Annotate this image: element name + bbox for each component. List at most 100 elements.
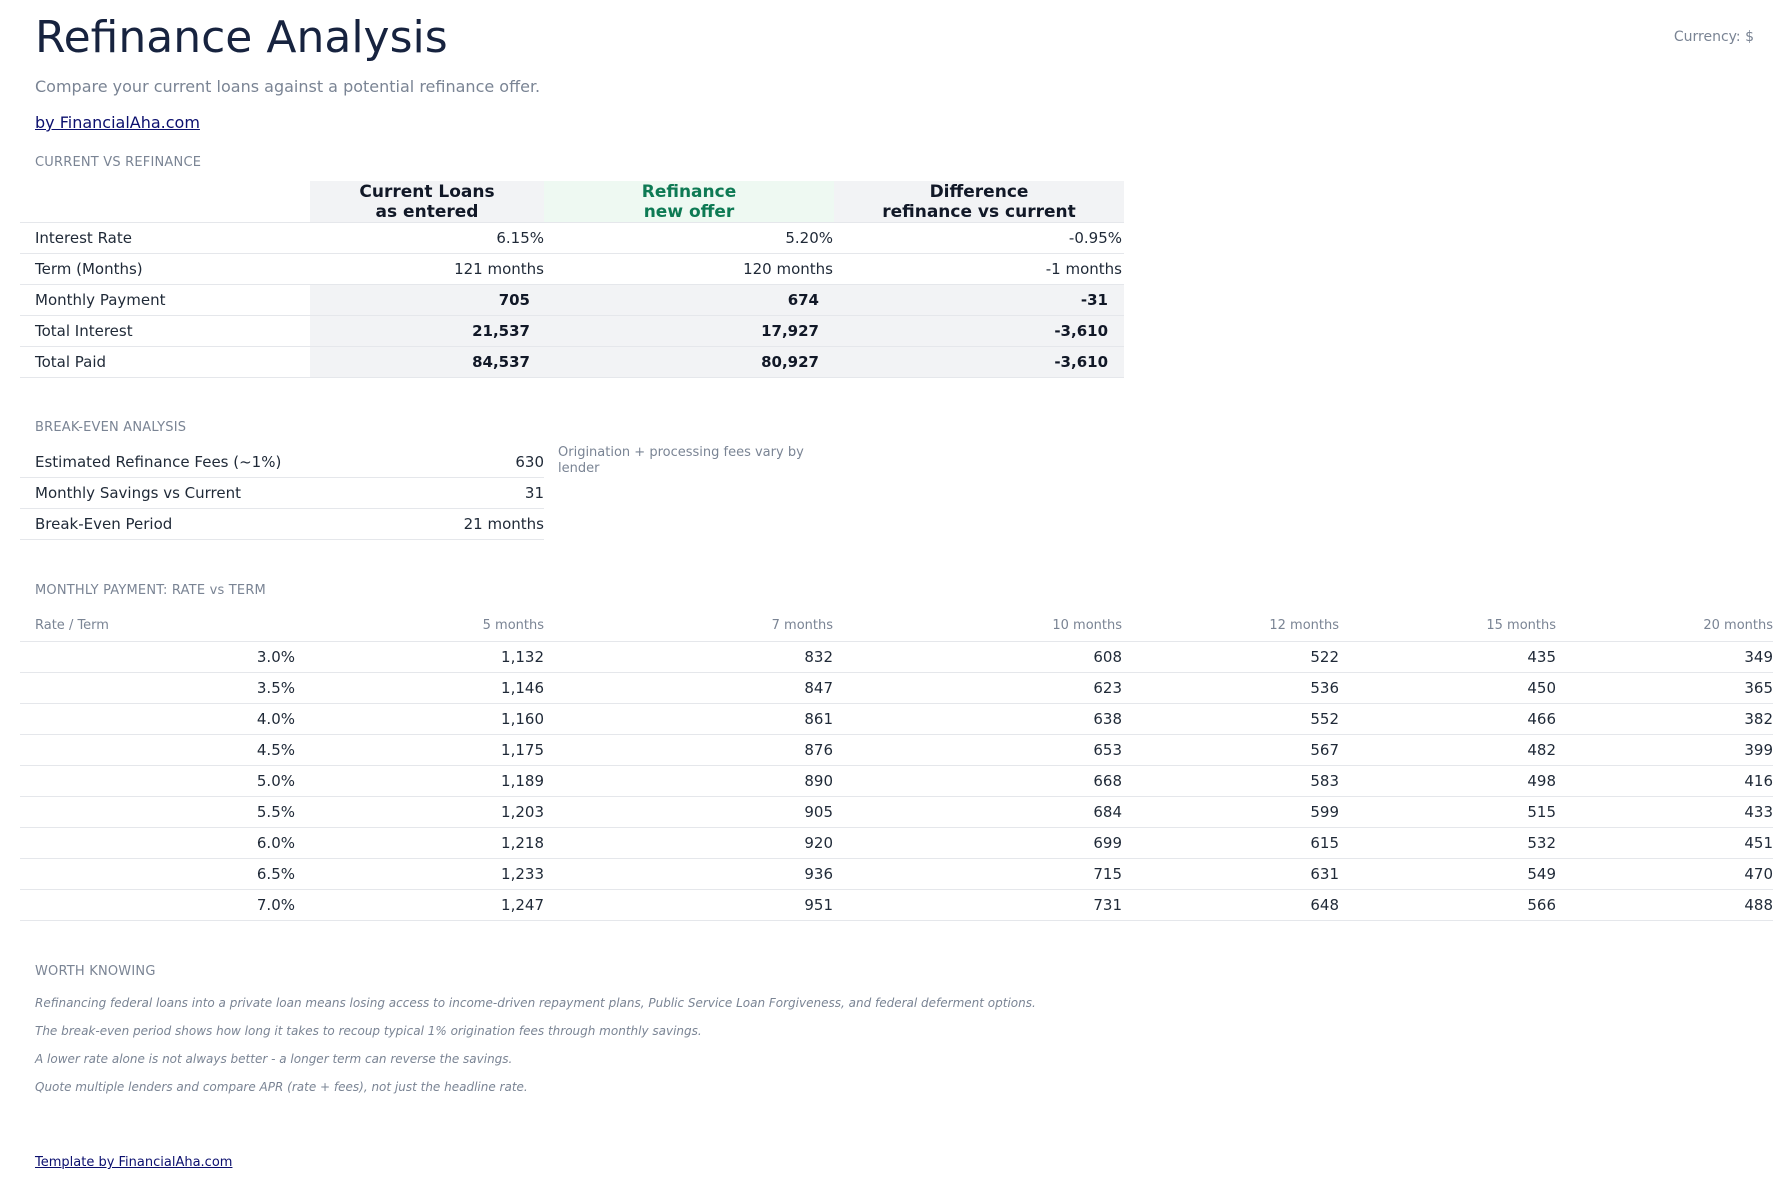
row-divider (20, 539, 544, 540)
breakeven-value-period: 21 months (463, 515, 544, 533)
grid-payment-cell: 349 (1744, 648, 1773, 666)
row-divider (20, 796, 1773, 797)
current-term: 121 months (454, 260, 544, 278)
row-divider (20, 508, 544, 509)
row-divider (20, 253, 1124, 254)
grid-payment-cell: 399 (1744, 741, 1773, 759)
row-divider (20, 641, 1773, 642)
row-label-monthly-payment: Monthly Payment (35, 291, 166, 309)
grid-payment-cell: 583 (1310, 772, 1339, 790)
difference-term: -1 months (1045, 260, 1122, 278)
footer-template-link[interactable]: Template by FinancialAha.com (35, 1155, 233, 1170)
grid-payment-cell: 498 (1527, 772, 1556, 790)
row-divider (20, 222, 1124, 223)
grid-rate-label: 4.5% (256, 741, 295, 759)
grid-payment-cell: 905 (804, 803, 833, 821)
column-title: Current Loans (359, 182, 495, 202)
grid-payment-cell: 832 (804, 648, 833, 666)
grid-rate-label: 3.5% (256, 679, 295, 697)
grid-payment-cell: 668 (1093, 772, 1122, 790)
breakeven-label-savings: Monthly Savings vs Current (35, 484, 241, 502)
grid-payment-cell: 1,218 (501, 834, 544, 852)
refinance-interest-rate: 5.20% (785, 229, 833, 247)
column-subtitle: refinance vs current (882, 202, 1076, 222)
row-divider (20, 827, 1773, 828)
row-divider (20, 889, 1773, 890)
grid-header-term: 12 months (1269, 618, 1339, 633)
tip-text: Quote multiple lenders and compare APR (… (35, 1080, 528, 1094)
row-divider (20, 672, 1773, 673)
grid-payment-cell: 536 (1310, 679, 1339, 697)
grid-header-term: 7 months (771, 618, 833, 633)
grid-rate-label: 5.0% (256, 772, 295, 790)
tip-text: Refinancing federal loans into a private… (35, 996, 1036, 1010)
grid-payment-cell: 488 (1744, 896, 1773, 914)
grid-payment-cell: 648 (1310, 896, 1339, 914)
grid-payment-cell: 466 (1527, 710, 1556, 728)
grid-payment-cell: 532 (1527, 834, 1556, 852)
column-title: Refinance (641, 182, 737, 202)
grid-payment-cell: 699 (1093, 834, 1122, 852)
grid-payment-cell: 920 (804, 834, 833, 852)
grid-payment-cell: 599 (1310, 803, 1339, 821)
column-header-difference: Difference refinance vs current (834, 181, 1124, 223)
row-divider (20, 920, 1773, 921)
grid-payment-cell: 515 (1527, 803, 1556, 821)
section-label-worth-knowing: WORTH KNOWING (35, 964, 156, 979)
grid-payment-cell: 416 (1744, 772, 1773, 790)
row-divider (20, 703, 1773, 704)
grid-payment-cell: 1,189 (501, 772, 544, 790)
breakeven-value-savings: 31 (524, 484, 544, 502)
grid-rate-label: 7.0% (256, 896, 295, 914)
grid-payment-cell: 451 (1744, 834, 1773, 852)
grid-payment-cell: 382 (1744, 710, 1773, 728)
grid-payment-cell: 847 (804, 679, 833, 697)
row-divider (20, 315, 1124, 316)
grid-rate-label: 6.5% (256, 865, 295, 883)
column-header-current: Current Loans as entered (310, 181, 544, 223)
grid-payment-cell: 638 (1093, 710, 1122, 728)
grid-rate-label: 6.0% (256, 834, 295, 852)
column-subtitle: as entered (375, 202, 479, 222)
grid-payment-cell: 1,146 (501, 679, 544, 697)
grid-header-term: 5 months (482, 618, 544, 633)
grid-rate-label: 5.5% (256, 803, 295, 821)
row-label-total-paid: Total Paid (35, 353, 107, 371)
grid-payment-cell: 861 (804, 710, 833, 728)
grid-payment-cell: 715 (1093, 865, 1122, 883)
grid-payment-cell: 470 (1744, 865, 1773, 883)
grid-payment-cell: 623 (1093, 679, 1122, 697)
column-subtitle: new offer (643, 202, 735, 222)
grid-payment-cell: 433 (1744, 803, 1773, 821)
tip-text: A lower rate alone is not always better … (35, 1052, 513, 1066)
grid-payment-cell: 450 (1527, 679, 1556, 697)
grid-payment-cell: 936 (804, 865, 833, 883)
grid-payment-cell: 951 (804, 896, 833, 914)
currency-label: Currency: $ (1673, 29, 1754, 45)
row-label-total-interest: Total Interest (35, 322, 133, 340)
grid-payment-cell: 1,247 (501, 896, 544, 914)
row-shading (310, 285, 1124, 315)
grid-payment-cell: 653 (1093, 741, 1122, 759)
grid-payment-cell: 1,160 (501, 710, 544, 728)
grid-payment-cell: 567 (1310, 741, 1339, 759)
breakeven-label-period: Break-Even Period (35, 515, 173, 533)
grid-rate-label: 3.0% (256, 648, 295, 666)
grid-header-term: 15 months (1486, 618, 1556, 633)
difference-monthly-payment: -31 (1080, 291, 1108, 309)
current-total-paid: 84,537 (472, 353, 530, 371)
breakeven-value-fees: 630 (515, 453, 544, 471)
grid-payment-cell: 522 (1310, 648, 1339, 666)
column-title: Difference (929, 182, 1029, 202)
row-divider (20, 377, 1124, 378)
grid-payment-cell: 1,233 (501, 865, 544, 883)
grid-payment-cell: 890 (804, 772, 833, 790)
page-title: Refinance Analysis (35, 12, 448, 63)
difference-total-interest: -3,610 (1054, 322, 1108, 340)
grid-payment-cell: 1,175 (501, 741, 544, 759)
section-label-comparison: CURRENT VS REFINANCE (35, 155, 202, 170)
page-subtitle: Compare your current loans against a pot… (35, 77, 541, 96)
difference-total-paid: -3,610 (1054, 353, 1108, 371)
byline-link[interactable]: by FinancialAha.com (35, 113, 200, 132)
section-label-breakeven: BREAK-EVEN ANALYSIS (35, 420, 187, 435)
